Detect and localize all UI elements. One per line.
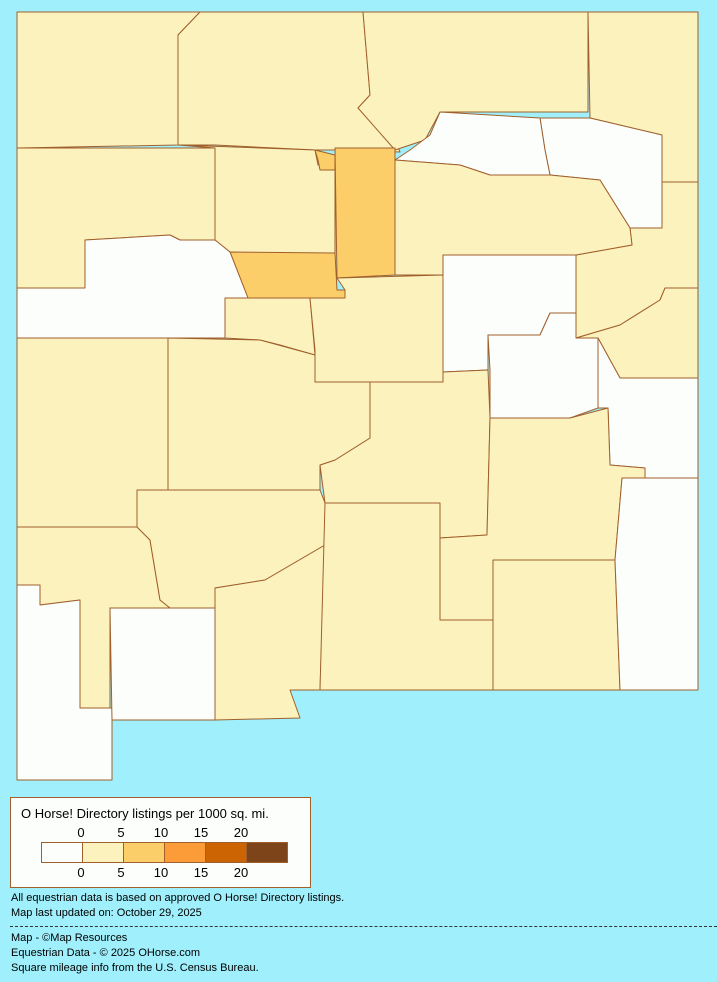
legend-bottom-tick: 20 (233, 865, 249, 880)
legend-swatch (206, 843, 247, 862)
county-region (214, 544, 326, 721)
data-credit: Equestrian Data - © 2025 OHorse.com (11, 947, 201, 959)
legend-swatch (165, 843, 206, 862)
county-map (16, 11, 699, 781)
map-credit: Map - ©Map Resources (11, 932, 128, 944)
county-region (109, 607, 216, 721)
county-region (16, 11, 201, 149)
legend-bottom-tick: 5 (117, 865, 125, 880)
updated-note: Map last updated on: October 29, 2025 (11, 907, 202, 919)
legend-bottom-tick: 10 (153, 865, 169, 880)
legend-swatch (42, 843, 83, 862)
legend-swatch (247, 843, 287, 862)
county-region (334, 147, 396, 279)
legend-swatch (83, 843, 124, 862)
data-note: All equestrian data is based on approved… (11, 892, 345, 904)
legend-top-tick: 0 (77, 825, 85, 840)
legend-top-tick: 5 (117, 825, 125, 840)
legend-swatch (124, 843, 165, 862)
legend-top-tick: 10 (153, 825, 169, 840)
census-credit: Square mileage info from the U.S. Census… (11, 962, 259, 974)
legend: O Horse! Directory listings per 1000 sq.… (10, 797, 311, 888)
legend-top-tick: 20 (233, 825, 249, 840)
county-region (229, 251, 346, 299)
legend-title: O Horse! Directory listings per 1000 sq.… (21, 806, 269, 821)
county-region (314, 149, 336, 171)
legend-bottom-tick: 0 (77, 865, 85, 880)
county-region (492, 559, 621, 691)
divider (10, 926, 717, 927)
legend-scale (41, 842, 288, 863)
legend-bottom-tick: 15 (193, 865, 209, 880)
legend-top-tick: 15 (193, 825, 209, 840)
county-region (614, 477, 699, 691)
county-region (16, 584, 113, 781)
